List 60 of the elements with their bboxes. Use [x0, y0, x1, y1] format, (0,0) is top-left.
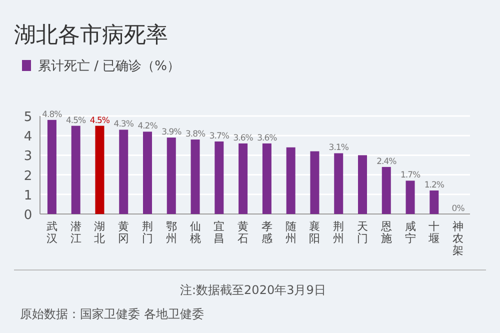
bar — [119, 130, 128, 214]
data-label: 3.9% — [162, 128, 182, 138]
bar — [238, 143, 248, 214]
bar — [358, 155, 367, 214]
y-tick-label: 5 — [24, 110, 32, 125]
bar — [166, 138, 176, 214]
text: 原始数据：国家卫健委 各地卫健委 — [20, 307, 204, 321]
x-tick-label: 咸宁 — [404, 220, 416, 245]
data-label: 3.7% — [209, 131, 230, 142]
bar — [71, 126, 80, 214]
data-label: 2.4% — [376, 156, 397, 167]
bar — [430, 190, 439, 214]
bar — [262, 143, 272, 214]
data-label: 4.5% — [90, 116, 110, 126]
y-tick-label: 0 — [24, 208, 32, 223]
data-label: 3.8% — [185, 130, 206, 140]
x-tick-label: 天门 — [357, 220, 368, 245]
x-tick-label: 黄石 — [238, 220, 249, 245]
x-tick-label: 襄阳 — [309, 220, 320, 245]
data-label: 4.5% — [66, 116, 86, 126]
bar — [286, 147, 296, 214]
data-label: 3.6% — [257, 133, 278, 144]
data-label: 4.2% — [138, 122, 158, 132]
data-label: 4.3% — [114, 120, 134, 130]
bar — [214, 141, 224, 214]
x-tick-label: 恩施 — [380, 220, 392, 245]
y-tick-label: 1 — [24, 188, 32, 204]
legend-label: 累计死亡 / 已确诊（%） — [38, 58, 180, 74]
bar — [406, 180, 415, 214]
data-label: 3.6% — [233, 133, 254, 144]
bar — [47, 120, 56, 214]
bar — [190, 140, 200, 214]
bar — [382, 166, 391, 214]
bar — [143, 132, 152, 214]
x-tick-label: 武汉 — [46, 220, 58, 245]
x-tick-label: 潜江 — [70, 220, 82, 245]
x-tick-label: 黄冈 — [118, 220, 130, 245]
bar — [95, 126, 104, 214]
data-label: 1.2% — [424, 180, 444, 190]
x-tick-label: 荆门 — [142, 220, 153, 245]
y-tick-label: 4 — [24, 130, 32, 145]
data-label: 3.1% — [328, 143, 349, 154]
x-tick-label: 孝感 — [261, 220, 272, 245]
x-tick-label: 随州 — [285, 220, 296, 245]
y-tick-label: 3 — [24, 149, 32, 164]
x-tick-label: 宜昌 — [214, 220, 225, 245]
bar — [334, 153, 344, 214]
y-tick-label: 2 — [24, 168, 32, 184]
data-label: 1.7% — [400, 170, 420, 181]
x-tick-label: 神农架 — [452, 220, 464, 257]
x-tick-label: 鄂州 — [166, 220, 177, 245]
data-label: 0% — [452, 204, 465, 214]
text: 注:数据截至2020年3月9日 — [180, 283, 326, 297]
chart-title: 湖北各市病死率 — [14, 23, 168, 48]
x-tick-label: 荆州 — [333, 220, 344, 245]
x-tick-label: 仙桃 — [190, 220, 201, 245]
x-tick-label: 湖北 — [94, 220, 106, 245]
bar — [310, 151, 320, 214]
data-label: 4.8% — [42, 110, 62, 120]
x-tick-label: 十堰 — [428, 220, 440, 245]
